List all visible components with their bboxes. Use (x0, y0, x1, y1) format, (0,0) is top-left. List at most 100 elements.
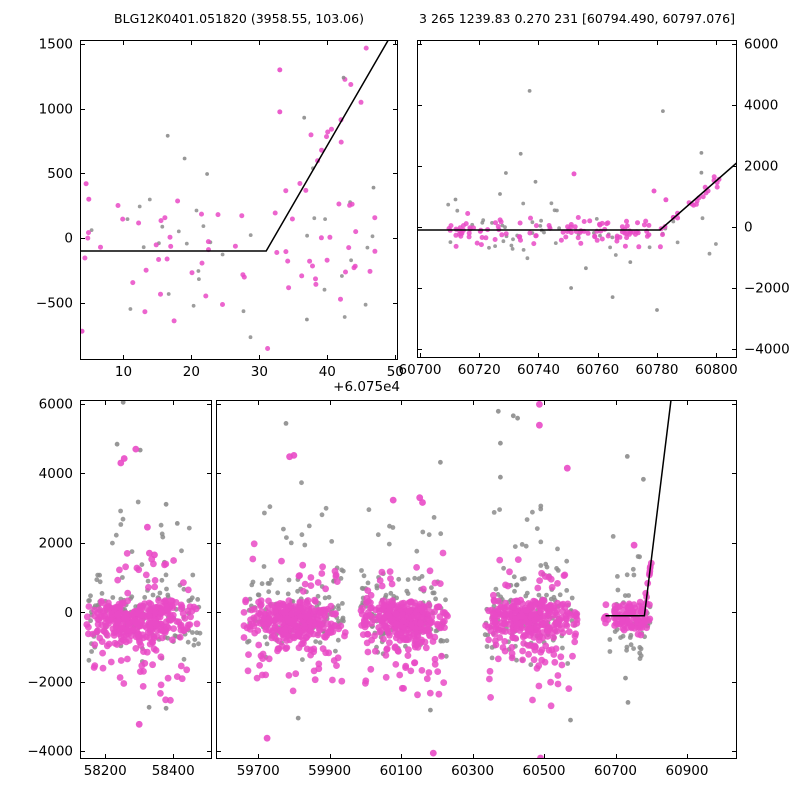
axes-frame (80, 400, 212, 759)
scatter-points (240, 400, 655, 759)
scatter-cluster-pink (249, 540, 341, 595)
scatter-outlier-point (699, 151, 704, 155)
scatter-outlier-point (277, 109, 283, 115)
scatter-outlier-point (504, 171, 508, 175)
y-tick-label: 4000 (39, 466, 73, 482)
scatter-cluster-pink (482, 596, 581, 664)
scatter-outlier-point (515, 415, 520, 421)
scatter-outlier-point (132, 445, 140, 453)
y-tick-label: 6000 (744, 37, 778, 53)
model-line (80, 40, 390, 252)
scatter-outlier-point (174, 521, 180, 526)
axes-frame (80, 40, 398, 360)
panel-top-right: 60700 60720 60740 60760 60780 60800 −4000 −2000… (399, 37, 790, 378)
scatter-points (83, 400, 203, 728)
scatter-cluster-pink (90, 638, 191, 704)
x-tick-label: 20 (183, 364, 200, 380)
panel-top-left: 10 20 30 40 50 −500 0 500 1000 1500 +6.075e4 (36, 37, 404, 395)
scatter-outlier-point (533, 179, 538, 184)
scatter-points (80, 45, 378, 351)
scatter-cluster-pink (244, 637, 346, 695)
scatter-outlier-point (419, 499, 426, 506)
scatter-outlier-point (283, 421, 289, 426)
scatter-outlier-point (428, 707, 433, 713)
scatter-points (446, 89, 722, 312)
scatter-outlier-point (146, 704, 152, 710)
panel-bottom-left: 58200 58400 −4000 −2000 0 2000 4000 6000 (27, 397, 212, 779)
scatter-outlier-point (165, 133, 170, 138)
scatter-outlier-point (151, 551, 158, 559)
scatter-outlier-point (663, 197, 669, 203)
scatter-cluster-pink (490, 556, 569, 599)
y-tick-label: −4000 (27, 744, 73, 760)
scatter-outlier-point (498, 192, 502, 196)
x-tick-label: 58200 (84, 763, 127, 779)
scatter-outlier-point (305, 317, 309, 322)
x-tick-label: 40 (319, 364, 336, 380)
x-tick-label: 60760 (576, 362, 619, 378)
scatter-outlier-point (117, 459, 125, 467)
scatter-outlier-point (584, 266, 588, 271)
scatter-cluster-pink (362, 646, 448, 699)
x-tick-label: 59900 (308, 763, 351, 779)
scatter-outlier-point (163, 501, 169, 507)
scatter-outlier-point (624, 454, 630, 459)
left-panel-title: BLG12K0401.051820 (3958.55, 103.06) (114, 11, 364, 26)
x-tick-label: 10 (115, 364, 132, 380)
scatter-outlier-point (571, 171, 577, 177)
x-tick-label: 60900 (666, 763, 709, 779)
scatter-outlier-point (341, 75, 346, 80)
x-tick-label: 60300 (451, 763, 494, 779)
scatter-cluster-pink (363, 549, 447, 604)
y-tick-label: −2000 (744, 281, 790, 297)
scatter-cluster-gray (610, 534, 642, 593)
scatter-outlier-point (453, 197, 458, 202)
x-tick-label: 60100 (380, 763, 423, 779)
y-tick-label: 4000 (744, 98, 778, 114)
x-tick-label: 60700 (399, 362, 442, 378)
scatter-outlier-point (80, 328, 85, 334)
scatter-outlier-point (86, 196, 92, 202)
scatter-outlier-point (144, 523, 151, 531)
scatter-cluster-pink (297, 45, 369, 193)
y-tick-label: 1000 (39, 101, 73, 117)
scatter-outlier-point (651, 188, 657, 194)
scatter-outlier-point (655, 308, 659, 312)
x-tick-label: 30 (251, 364, 268, 380)
model-line (417, 162, 737, 231)
scatter-outlier-point (135, 720, 143, 728)
scatter-outlier-point (83, 181, 89, 187)
x-tick-label: 60740 (517, 362, 560, 378)
scatter-outlier-point (625, 700, 631, 705)
scatter-outlier-point (610, 295, 615, 299)
scatter-cluster-pink (240, 596, 349, 663)
scatter-outlier-point (630, 541, 638, 549)
scatter-outlier-point (518, 151, 523, 156)
x-tick-label: 60700 (594, 763, 637, 779)
x-tick-label: 50 (387, 364, 404, 380)
scatter-cluster-gray (366, 507, 444, 554)
y-tick-label: 2000 (744, 159, 778, 175)
y-tick-label: 500 (47, 166, 73, 182)
x-tick-label: 59700 (237, 763, 280, 779)
y-tick-label: 0 (64, 231, 73, 247)
y-tick-label: 6000 (39, 397, 73, 413)
scatter-outlier-point (498, 440, 503, 446)
x-tick-label: 58400 (152, 763, 195, 779)
scatter-outlier-point (661, 109, 665, 113)
axes-frame (216, 400, 737, 759)
scatter-outlier-point (568, 717, 573, 723)
scatter-outlier-point (389, 496, 397, 504)
y-tick-label: 2000 (39, 536, 73, 552)
scatter-outlier-point (302, 115, 307, 120)
scatter-outlier-point (495, 408, 501, 414)
x-tick-label: 60720 (458, 362, 501, 378)
scatter-outlier-point (536, 421, 543, 429)
scatter-outlier-point (699, 170, 704, 175)
scatter-cluster-pink (486, 642, 573, 710)
scatter-cluster-gray (262, 480, 335, 548)
scatter-cluster-pink (83, 597, 201, 657)
scatter-cluster-gray (110, 499, 192, 554)
x-tick-label: 60780 (636, 362, 679, 378)
